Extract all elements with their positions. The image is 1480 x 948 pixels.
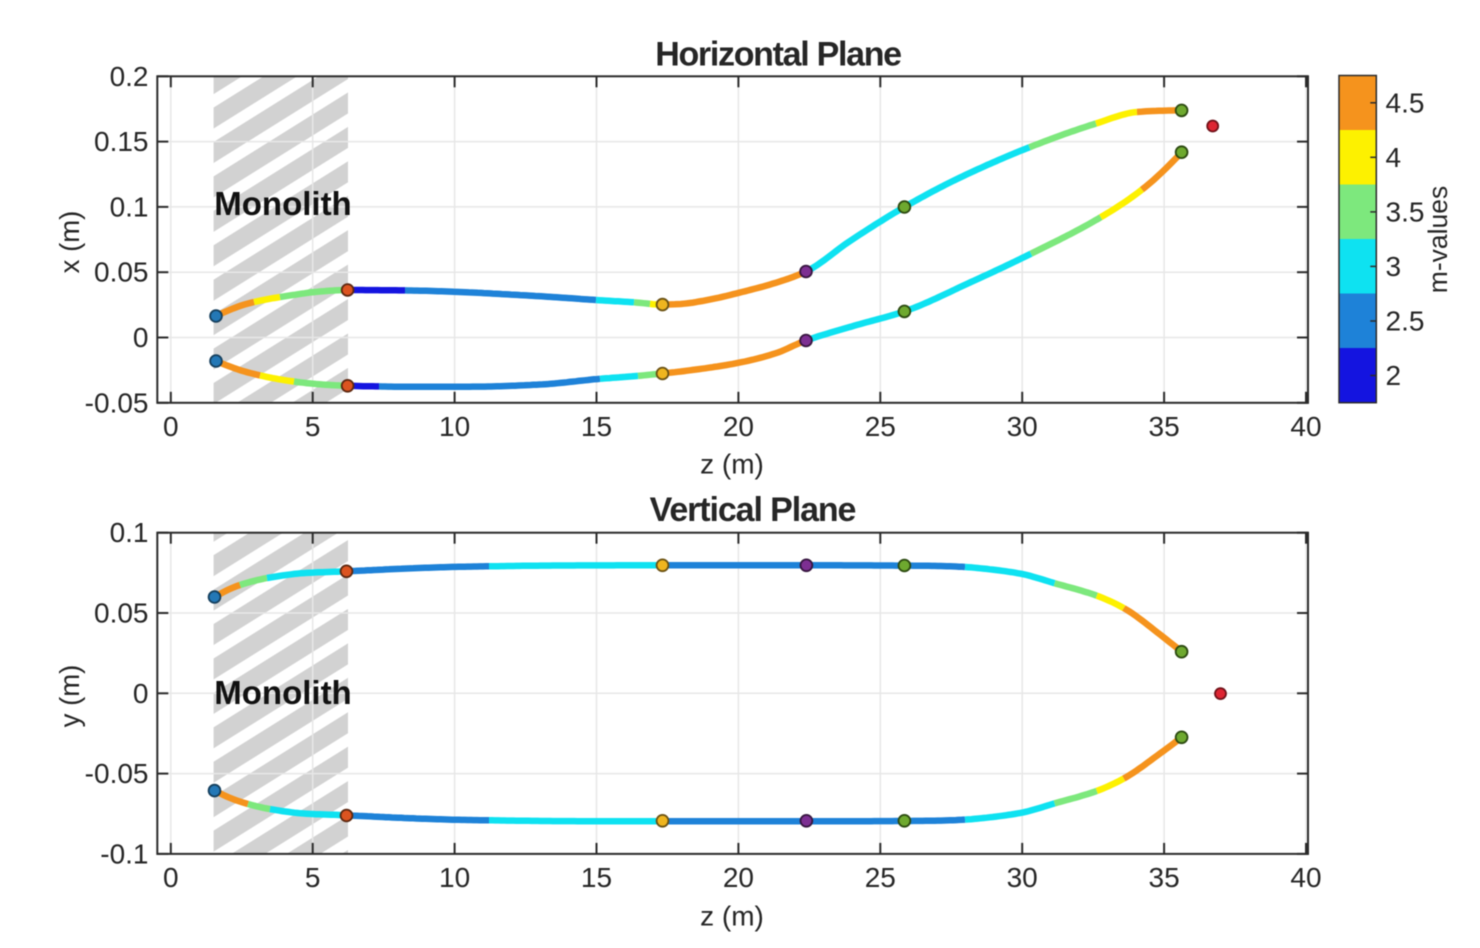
svg-text:-0.1: -0.1 [100, 838, 148, 869]
svg-text:35: 35 [1149, 411, 1180, 442]
svg-text:0.15: 0.15 [94, 126, 149, 157]
svg-text:0.1: 0.1 [110, 191, 149, 222]
svg-text:-0.05: -0.05 [85, 387, 149, 418]
svg-text:Vertical Plane: Vertical Plane [650, 491, 856, 529]
svg-text:0.05: 0.05 [94, 598, 149, 629]
svg-text:20: 20 [723, 862, 754, 893]
svg-text:z (m): z (m) [700, 901, 764, 932]
svg-text:2: 2 [1386, 360, 1402, 391]
svg-text:0: 0 [133, 322, 149, 353]
svg-text:Monolith: Monolith [214, 674, 351, 711]
svg-text:y (m): y (m) [54, 665, 85, 728]
svg-text:Monolith: Monolith [214, 185, 351, 222]
svg-text:40: 40 [1290, 862, 1321, 893]
svg-text:35: 35 [1149, 862, 1180, 893]
svg-text:30: 30 [1007, 862, 1038, 893]
svg-text:m-values: m-values [1423, 186, 1453, 294]
svg-text:5: 5 [305, 862, 321, 893]
svg-text:4: 4 [1386, 142, 1402, 173]
svg-text:0: 0 [163, 862, 179, 893]
svg-text:25: 25 [865, 411, 896, 442]
svg-text:2.5: 2.5 [1386, 306, 1425, 337]
svg-text:-0.05: -0.05 [85, 758, 149, 789]
svg-text:10: 10 [439, 411, 470, 442]
svg-text:15: 15 [581, 411, 612, 442]
svg-text:0: 0 [163, 411, 179, 442]
svg-text:15: 15 [581, 862, 612, 893]
svg-text:30: 30 [1007, 411, 1038, 442]
svg-text:25: 25 [865, 862, 896, 893]
svg-text:x (m): x (m) [54, 211, 85, 274]
svg-text:0.05: 0.05 [94, 257, 149, 288]
svg-text:5: 5 [305, 411, 321, 442]
svg-text:z (m): z (m) [700, 449, 764, 480]
svg-text:40: 40 [1290, 411, 1321, 442]
svg-text:3.5: 3.5 [1386, 196, 1425, 227]
svg-text:0.1: 0.1 [110, 517, 149, 548]
svg-text:Horizontal Plane: Horizontal Plane [655, 36, 901, 74]
svg-text:10: 10 [439, 862, 470, 893]
svg-text:0: 0 [133, 678, 149, 709]
svg-text:20: 20 [723, 411, 754, 442]
svg-text:4.5: 4.5 [1386, 87, 1425, 118]
svg-text:0.2: 0.2 [110, 61, 149, 92]
svg-text:3: 3 [1386, 251, 1402, 282]
